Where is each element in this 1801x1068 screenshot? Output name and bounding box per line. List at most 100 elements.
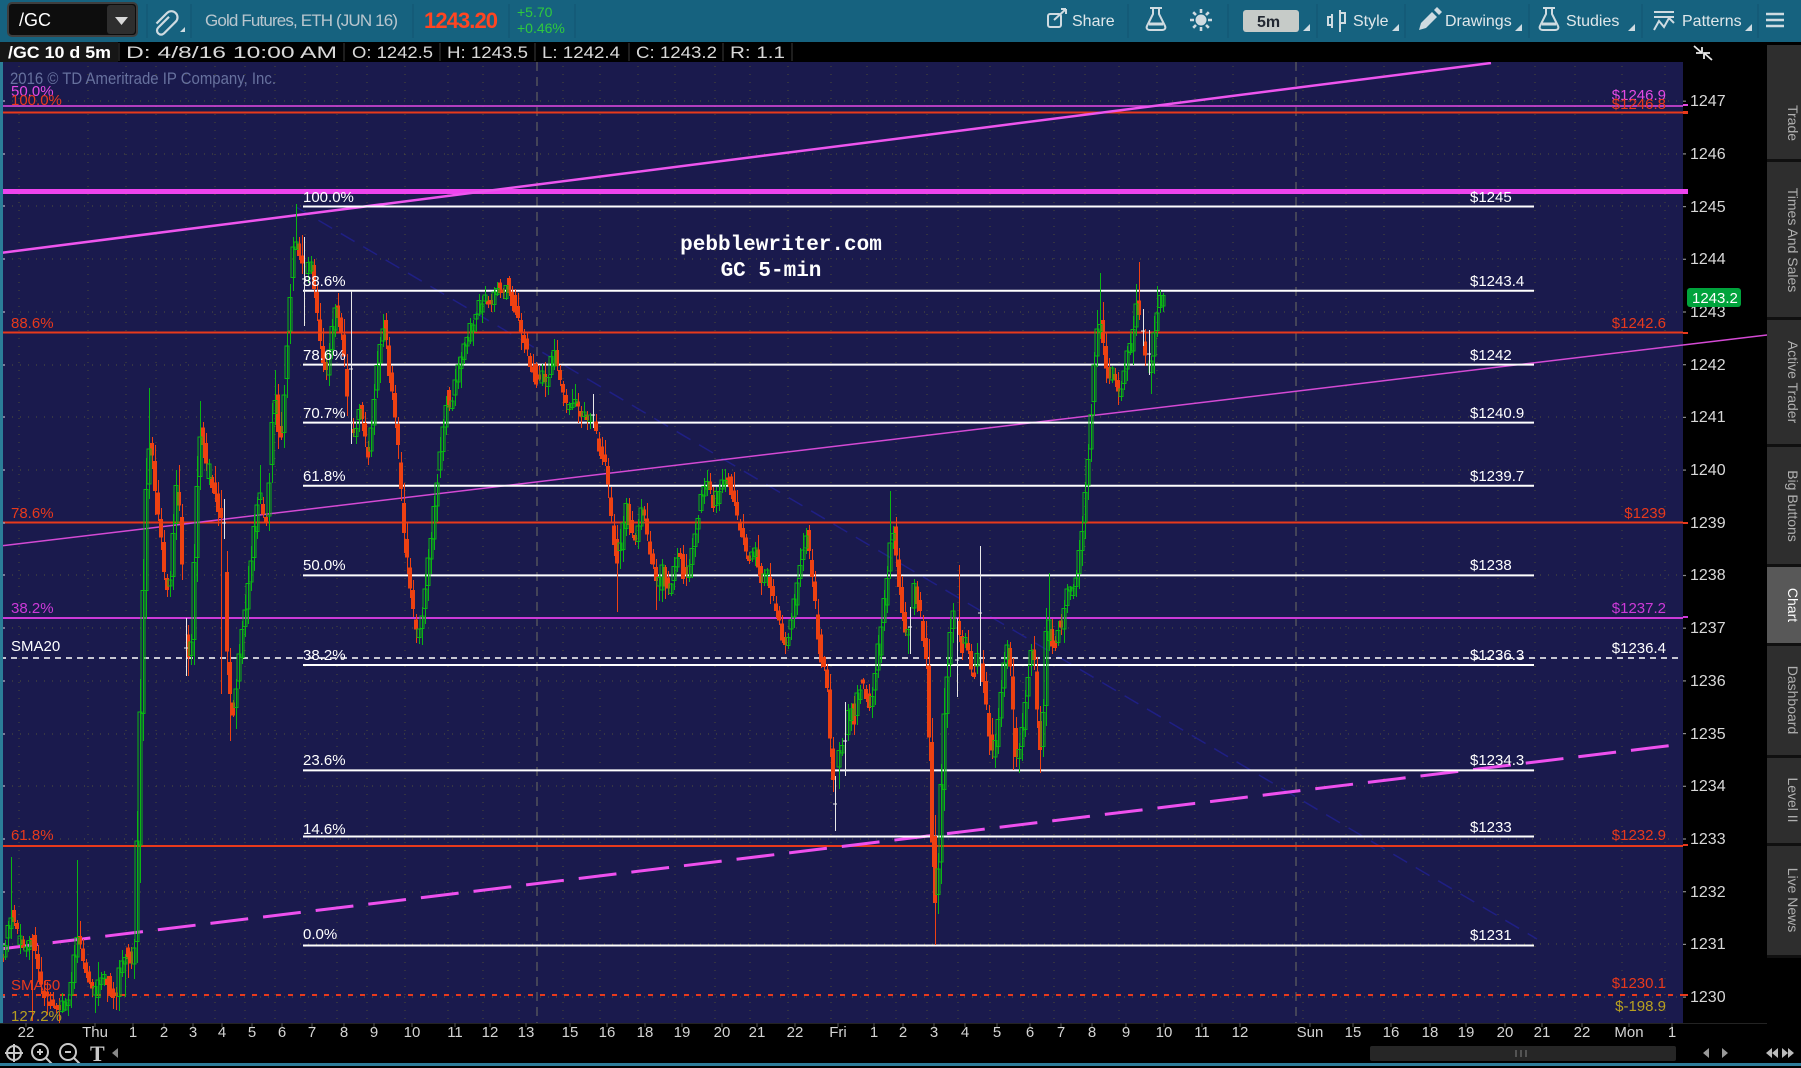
- svg-text:22: 22: [1574, 1024, 1591, 1041]
- svg-text:1240: 1240: [1690, 462, 1726, 479]
- svg-text:$1240.9: $1240.9: [1470, 405, 1524, 422]
- svg-text:$1246.8: $1246.8: [1612, 96, 1666, 113]
- svg-text:Dashboard: Dashboard: [1785, 666, 1801, 735]
- svg-text:2: 2: [160, 1024, 168, 1041]
- svg-text:78.6%: 78.6%: [303, 347, 346, 364]
- svg-text:Sun: Sun: [1297, 1024, 1324, 1041]
- svg-text:Fri: Fri: [829, 1024, 847, 1041]
- svg-text:Active Trader: Active Trader: [1785, 341, 1801, 424]
- svg-text:Studies: Studies: [1566, 13, 1619, 30]
- svg-text:13: 13: [518, 1024, 535, 1041]
- svg-text:7: 7: [1057, 1024, 1065, 1041]
- svg-text:5: 5: [993, 1024, 1001, 1041]
- svg-text:12: 12: [1232, 1024, 1249, 1041]
- svg-text:20: 20: [1497, 1024, 1514, 1041]
- svg-text:78.6%: 78.6%: [11, 505, 54, 522]
- svg-text:$1239: $1239: [1624, 505, 1666, 522]
- svg-text:1241: 1241: [1690, 409, 1726, 426]
- svg-text:9: 9: [370, 1024, 378, 1041]
- svg-text:SMA20: SMA20: [11, 638, 60, 655]
- svg-text:21: 21: [749, 1024, 766, 1041]
- svg-text:61.8%: 61.8%: [303, 468, 346, 485]
- svg-text:$1233: $1233: [1470, 819, 1512, 836]
- svg-text:C: 1243.2: C: 1243.2: [636, 43, 717, 62]
- svg-text:3: 3: [930, 1024, 938, 1041]
- svg-text:12: 12: [482, 1024, 499, 1041]
- svg-text:20: 20: [714, 1024, 731, 1041]
- svg-text:GC 5-min: GC 5-min: [721, 260, 822, 283]
- svg-text:38.2%: 38.2%: [303, 647, 346, 664]
- svg-text:$1242.6: $1242.6: [1612, 315, 1666, 332]
- svg-text:1243: 1243: [1690, 304, 1726, 321]
- svg-text:Patterns: Patterns: [1682, 13, 1742, 30]
- svg-text:4: 4: [218, 1024, 226, 1041]
- svg-text:16: 16: [599, 1024, 616, 1041]
- svg-text:Times And Sales: Times And Sales: [1785, 188, 1801, 293]
- svg-text:/GC: /GC: [19, 10, 51, 30]
- svg-text:1243.2: 1243.2: [1692, 290, 1738, 307]
- svg-text:1245: 1245: [1690, 199, 1726, 216]
- svg-text:15: 15: [1345, 1024, 1362, 1041]
- svg-text:1239: 1239: [1690, 515, 1726, 532]
- svg-text:pebblewriter.com: pebblewriter.com: [680, 234, 882, 257]
- svg-text:6: 6: [278, 1024, 286, 1041]
- svg-text:$-198.9: $-198.9: [1615, 998, 1666, 1015]
- svg-text:$1246.9: $1246.9: [1612, 87, 1666, 104]
- svg-text:19: 19: [1458, 1024, 1475, 1041]
- svg-text:$1243.4: $1243.4: [1470, 273, 1524, 290]
- svg-text:0.0%: 0.0%: [303, 926, 337, 943]
- svg-text:Drawings: Drawings: [1445, 13, 1512, 30]
- svg-text:Mon: Mon: [1614, 1024, 1643, 1041]
- svg-text:1236: 1236: [1690, 673, 1726, 690]
- svg-text:H: 1243.5: H: 1243.5: [447, 43, 528, 62]
- svg-text:$1234.3: $1234.3: [1470, 752, 1524, 769]
- svg-text:88.6%: 88.6%: [303, 273, 346, 290]
- svg-text:1: 1: [870, 1024, 878, 1041]
- svg-text:1: 1: [129, 1024, 137, 1041]
- svg-text:50.0%: 50.0%: [303, 557, 346, 574]
- svg-text:3: 3: [189, 1024, 197, 1041]
- svg-text:8: 8: [1088, 1024, 1096, 1041]
- svg-text:Trade: Trade: [1785, 105, 1801, 141]
- svg-text:22: 22: [18, 1024, 35, 1041]
- svg-text:8: 8: [340, 1024, 348, 1041]
- svg-text:10: 10: [1156, 1024, 1173, 1041]
- svg-text:1242: 1242: [1690, 357, 1726, 374]
- svg-text:5m: 5m: [1257, 14, 1280, 31]
- svg-text:100.0%: 100.0%: [303, 189, 354, 206]
- svg-text:21: 21: [1534, 1024, 1551, 1041]
- svg-text:$1231: $1231: [1470, 927, 1512, 944]
- svg-text:Gold Futures, ETH (JUN 16): Gold Futures, ETH (JUN 16): [205, 11, 398, 30]
- svg-text:38.2%: 38.2%: [11, 600, 54, 617]
- svg-text:+5.70: +5.70: [517, 4, 553, 20]
- svg-text:$1245: $1245: [1470, 189, 1512, 206]
- svg-text:23.6%: 23.6%: [303, 752, 346, 769]
- svg-text:/GC 10 d 5m: /GC 10 d 5m: [8, 43, 111, 62]
- svg-text:70.7%: 70.7%: [303, 405, 346, 422]
- svg-text:5: 5: [248, 1024, 256, 1041]
- svg-text:O: 1242.5: O: 1242.5: [352, 43, 433, 62]
- svg-text:$1239.7: $1239.7: [1470, 468, 1524, 485]
- svg-text:19: 19: [674, 1024, 691, 1041]
- svg-text:+0.46%: +0.46%: [517, 20, 565, 36]
- svg-text:1235: 1235: [1690, 726, 1726, 743]
- svg-text:$1230.1: $1230.1: [1612, 975, 1666, 992]
- svg-text:$1242: $1242: [1470, 347, 1512, 364]
- svg-text:100.0%: 100.0%: [11, 92, 62, 109]
- svg-text:61.8%: 61.8%: [11, 827, 54, 844]
- svg-text:10: 10: [404, 1024, 421, 1041]
- svg-text:R: 1.1: R: 1.1: [730, 43, 785, 62]
- svg-text:$1237.2: $1237.2: [1612, 600, 1666, 617]
- svg-text:1237: 1237: [1690, 620, 1726, 637]
- svg-text:14.6%: 14.6%: [303, 821, 346, 838]
- svg-text:9: 9: [1122, 1024, 1130, 1041]
- svg-text:D: 4/8/16 10:00 AM: D: 4/8/16 10:00 AM: [126, 43, 337, 62]
- svg-text:L: 1242.4: L: 1242.4: [542, 43, 620, 62]
- svg-text:50.0%: 50.0%: [11, 83, 54, 100]
- svg-text:2: 2: [899, 1024, 907, 1041]
- svg-text:11: 11: [1194, 1024, 1210, 1041]
- svg-text:127.2%: 127.2%: [11, 1008, 62, 1023]
- svg-text:88.6%: 88.6%: [11, 315, 54, 332]
- svg-text:7: 7: [308, 1024, 316, 1041]
- svg-text:Thu: Thu: [82, 1024, 108, 1041]
